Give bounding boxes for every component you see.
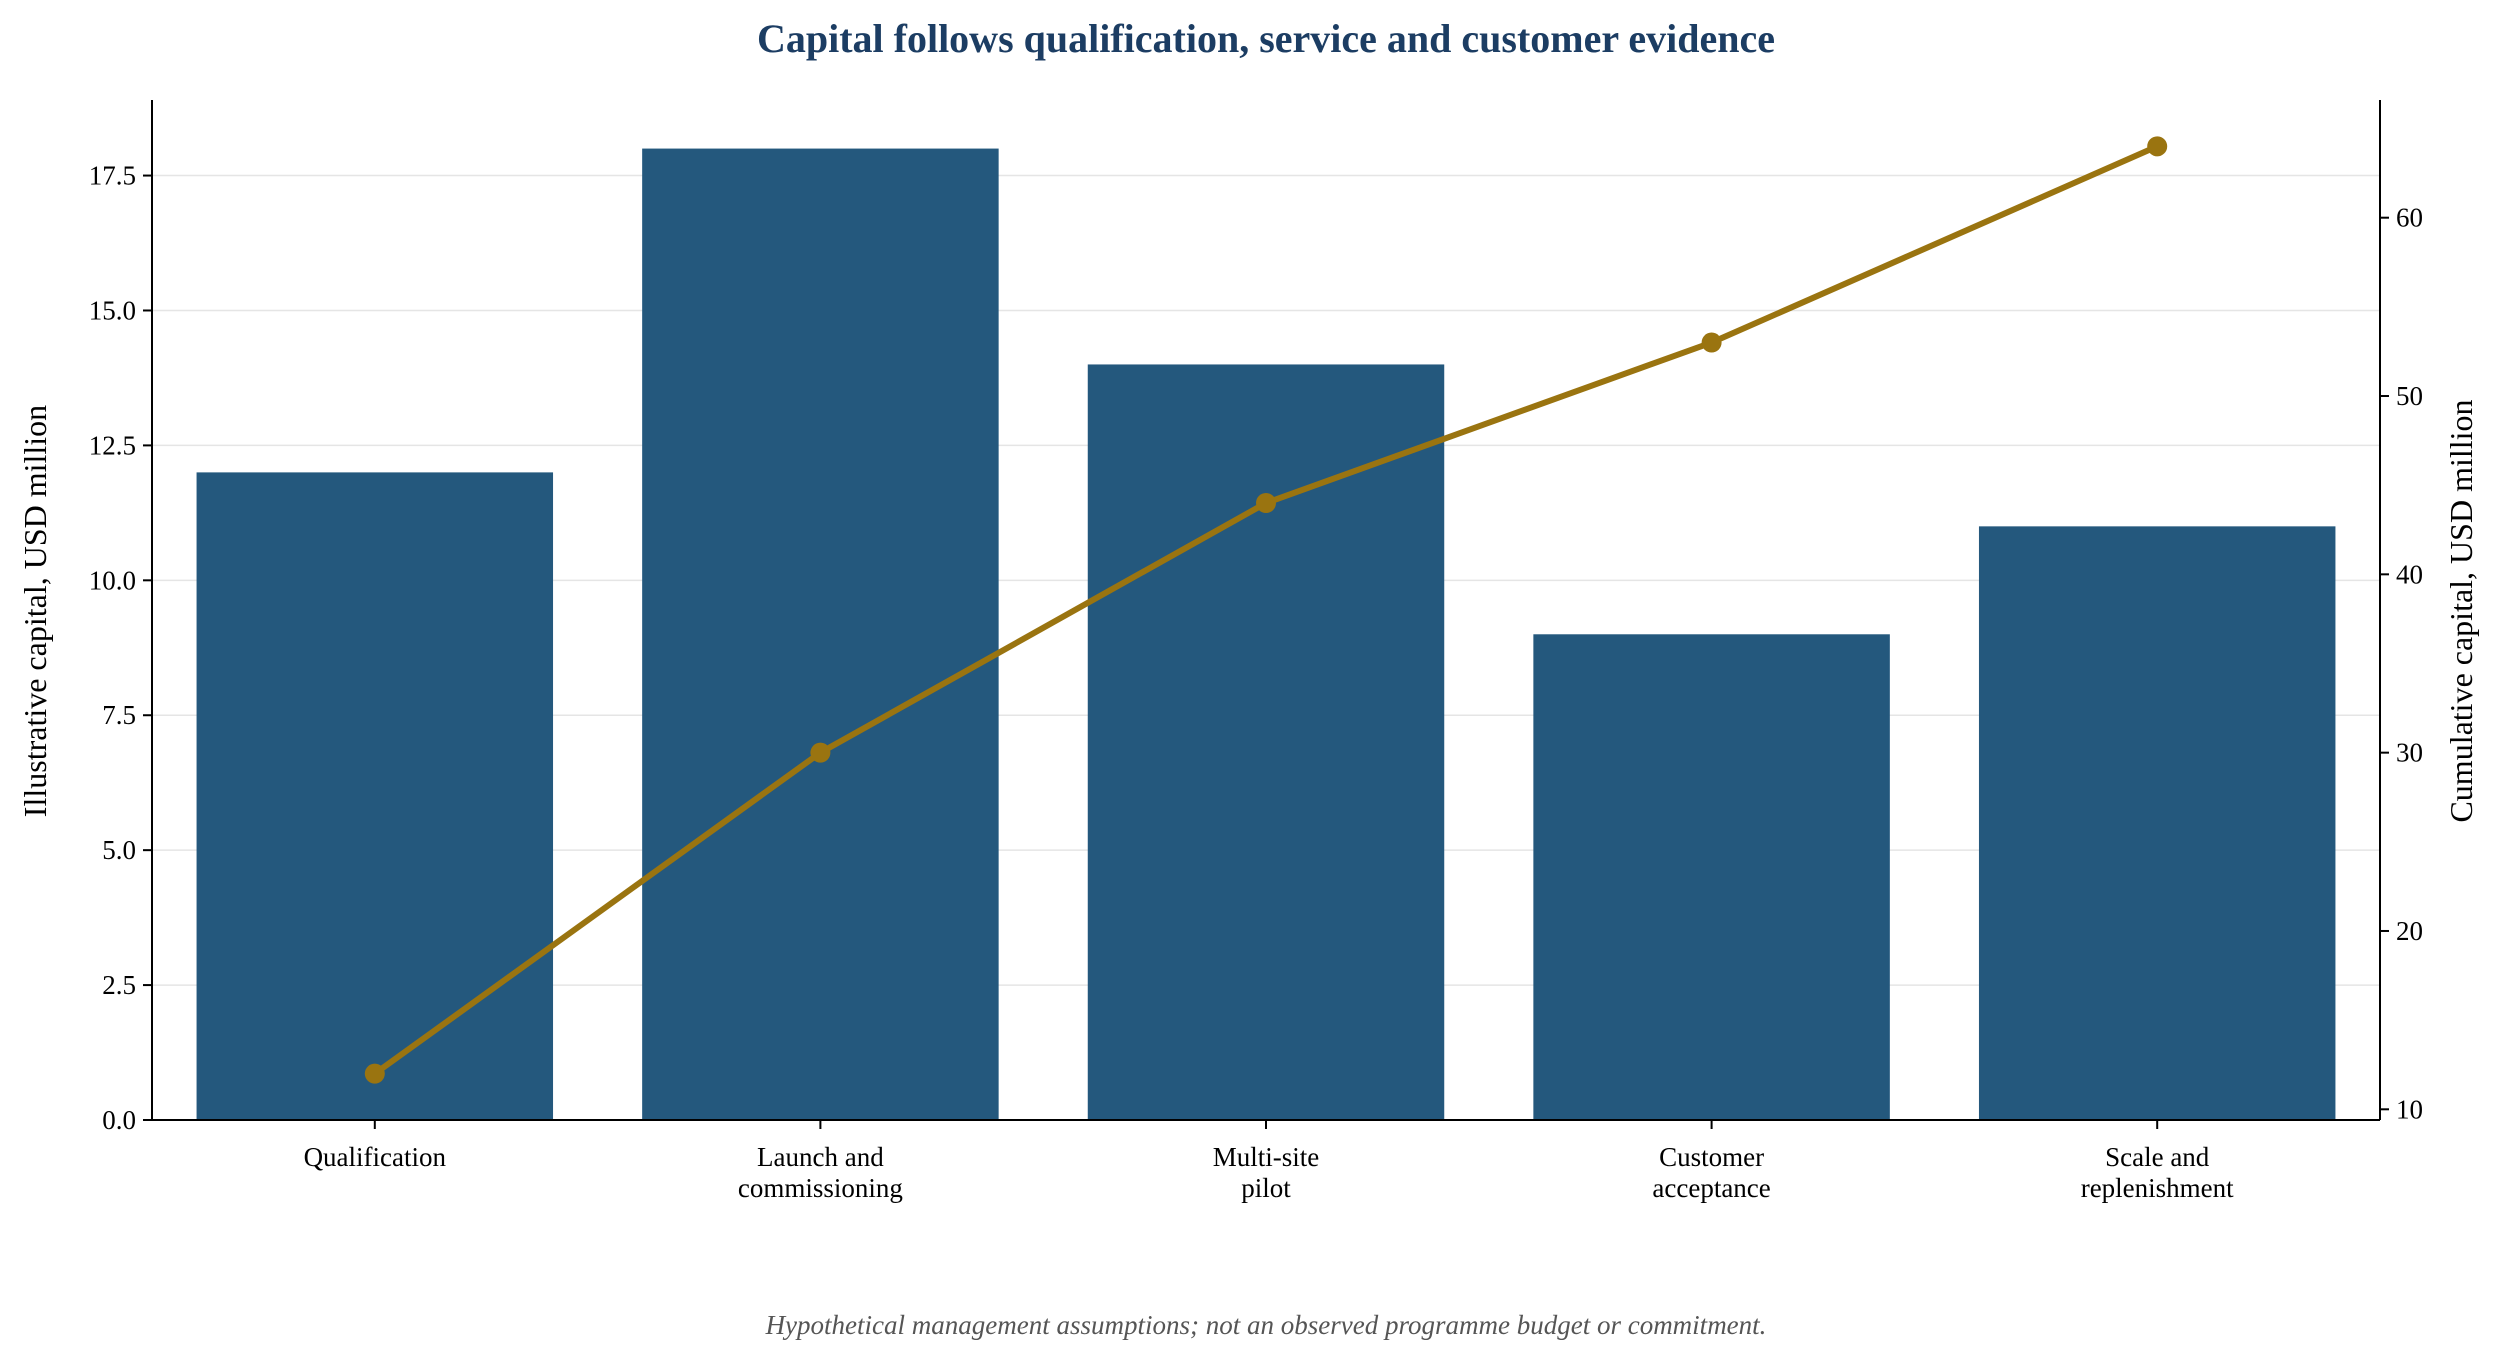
y-left-tick-label-7: 17.5	[89, 161, 136, 191]
x-tick-label-line: commissioning	[738, 1173, 903, 1203]
y-left-tick-label-1: 2.5	[102, 970, 136, 1000]
y-right-tick-label-5: 60	[2396, 203, 2423, 233]
y-left-tick-label-6: 15.0	[89, 295, 136, 325]
x-tick-label-line: Customer	[1659, 1142, 1764, 1172]
bar-0	[196, 472, 554, 1120]
bar-3	[1533, 634, 1890, 1120]
x-tick-label-3: Customer acceptance	[1652, 1142, 1770, 1203]
line-series	[364, 136, 2168, 1084]
x-tick-label-line: pilot	[1241, 1173, 1291, 1203]
line-point-3	[1701, 332, 1722, 353]
bar-1	[642, 148, 999, 1121]
x-tick-label-line: replenishment	[2081, 1173, 2234, 1203]
y-left-tick-label-5: 12.5	[89, 430, 136, 460]
x-tick-label-0: Qualification	[304, 1142, 447, 1172]
x-tick-label-line: Qualification	[304, 1142, 447, 1172]
axes: 0.0 2.5 5.0 7.5 10.0 12.5 15.0 17.5 10 20 30 40 50 60…	[89, 100, 2423, 1203]
bar-4	[1978, 526, 2336, 1120]
footnote: Hypothetical management assumptions; not…	[765, 1310, 1767, 1340]
bar-2	[1087, 364, 1445, 1120]
x-tick-label-4: Scale and replenishment	[2081, 1142, 2234, 1203]
y-left-tick-label-3: 7.5	[102, 700, 136, 730]
bar-series	[196, 148, 2336, 1121]
y-right-tick-label-4: 50	[2396, 381, 2423, 411]
y-right-tick-label-3: 40	[2396, 559, 2423, 589]
line-point-0	[364, 1063, 385, 1084]
y-axis-right-label: Cumulative capital, USD million	[2443, 399, 2479, 822]
y-left-tick-label-0: 0.0	[102, 1105, 136, 1135]
y-right-tick-label-2: 30	[2396, 738, 2423, 768]
x-tick-label-1: Launch and commissioning	[738, 1142, 903, 1203]
y-right-tick-label-1: 20	[2396, 916, 2423, 946]
y-axis-left-label: Illustrative capital, USD million	[17, 405, 53, 817]
x-tick-label-line: Launch and	[757, 1142, 884, 1172]
y-right-tick-label-0: 10	[2396, 1094, 2423, 1124]
x-tick-label-2: Multi-site pilot	[1213, 1142, 1320, 1203]
y-left-tick-label-2: 5.0	[102, 835, 136, 865]
line-point-4	[2147, 136, 2168, 157]
x-tick-label-line: Multi-site	[1213, 1142, 1320, 1172]
chart-title: Capital follows qualification, service a…	[757, 16, 1775, 61]
y-left-tick-label-4: 10.0	[89, 565, 136, 595]
x-tick-label-line: Scale and	[2105, 1142, 2210, 1172]
line-point-2	[1256, 493, 1276, 514]
line-point-1	[810, 742, 831, 763]
x-tick-label-line: acceptance	[1652, 1173, 1770, 1203]
